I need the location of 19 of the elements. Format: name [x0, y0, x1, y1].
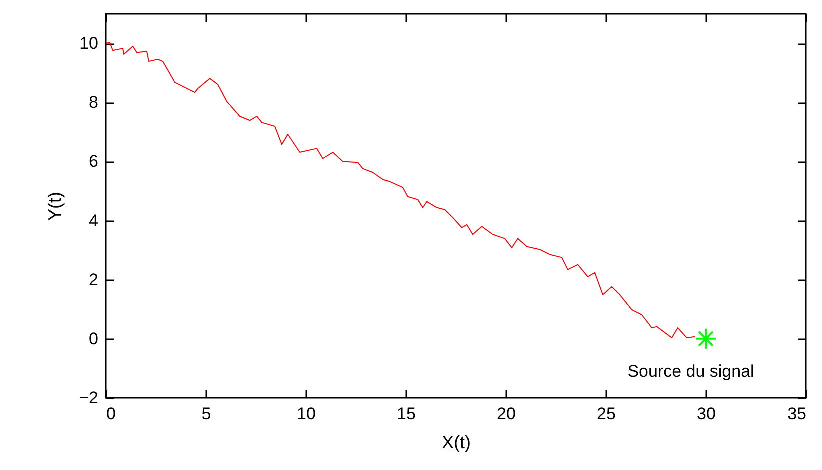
x-tick-label: 5 — [202, 404, 212, 424]
y-tick-label: 10 — [80, 34, 98, 54]
x-tick-label: 30 — [697, 404, 716, 424]
x-axis-title: X(t) — [442, 432, 471, 452]
y-axis-title: Y(t) — [45, 192, 66, 221]
y-tick-label: −2 — [79, 388, 98, 408]
line-series — [106, 42, 696, 339]
y-tick-label: 4 — [89, 211, 98, 230]
x-tick-label: 10 — [297, 404, 316, 424]
y-tick-label: 2 — [89, 270, 98, 290]
y-tick-label: 6 — [89, 152, 98, 172]
annotation: Source du signal — [628, 362, 754, 381]
y-tick-label: 0 — [89, 329, 98, 348]
x-tick-label: 15 — [397, 404, 416, 424]
x-tick-label: 20 — [497, 404, 516, 424]
y-tick-label: 8 — [89, 93, 98, 112]
x-tick-label: 35 — [788, 404, 806, 424]
x-tick-label: 25 — [597, 404, 616, 424]
x-tick-label: 0 — [106, 404, 116, 424]
